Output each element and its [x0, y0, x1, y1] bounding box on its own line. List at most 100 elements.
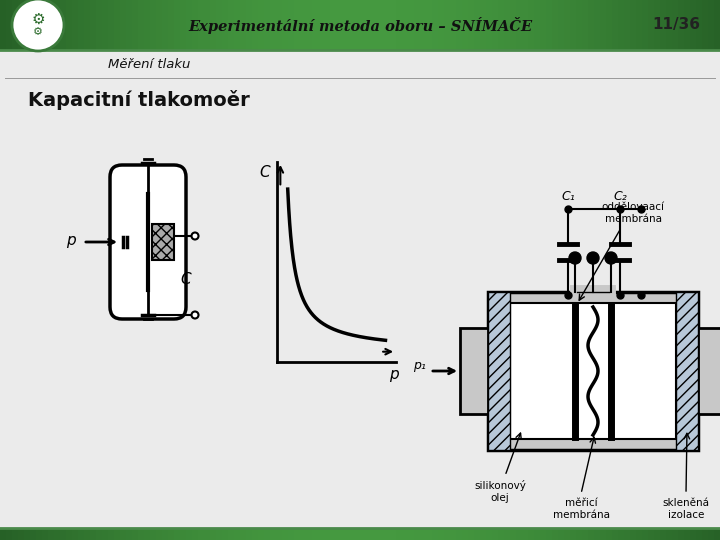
Bar: [642, 0, 649, 50]
Bar: [492, 528, 499, 540]
Bar: [216, 528, 223, 540]
Bar: [486, 528, 493, 540]
Bar: [252, 0, 259, 50]
Bar: [108, 0, 115, 50]
Bar: [120, 528, 127, 540]
Text: p₁: p₁: [413, 360, 426, 373]
Bar: [180, 0, 187, 50]
Bar: [264, 528, 271, 540]
Bar: [192, 0, 199, 50]
Bar: [462, 528, 469, 540]
Bar: [152, 224, 174, 260]
Bar: [456, 528, 463, 540]
Bar: [30, 528, 37, 540]
Bar: [684, 528, 691, 540]
Bar: [354, 528, 361, 540]
Bar: [444, 0, 451, 50]
Bar: [222, 0, 229, 50]
Bar: [636, 0, 643, 50]
Text: ⚙: ⚙: [33, 27, 43, 37]
Bar: [672, 528, 679, 540]
Bar: [600, 0, 607, 50]
Text: C: C: [259, 165, 270, 180]
Bar: [666, 528, 673, 540]
Bar: [600, 528, 607, 540]
Bar: [612, 528, 619, 540]
Bar: [48, 528, 55, 540]
Bar: [24, 528, 31, 540]
Bar: [714, 528, 720, 540]
Bar: [426, 528, 433, 540]
Bar: [162, 528, 169, 540]
Bar: [624, 0, 631, 50]
Text: silikonový
olej: silikonový olej: [474, 480, 526, 503]
Bar: [330, 528, 337, 540]
Bar: [114, 528, 121, 540]
Bar: [480, 0, 487, 50]
Bar: [702, 0, 709, 50]
Bar: [474, 0, 481, 50]
Bar: [258, 528, 265, 540]
Bar: [552, 0, 559, 50]
Bar: [228, 528, 235, 540]
Bar: [486, 0, 493, 50]
Bar: [630, 528, 637, 540]
Bar: [672, 0, 679, 50]
Bar: [282, 0, 289, 50]
Bar: [294, 0, 301, 50]
Bar: [186, 528, 193, 540]
Bar: [18, 0, 25, 50]
Bar: [528, 528, 535, 540]
Bar: [690, 0, 697, 50]
Bar: [460, 328, 488, 414]
Bar: [666, 0, 673, 50]
Bar: [300, 528, 307, 540]
Bar: [504, 0, 511, 50]
Bar: [258, 0, 265, 50]
Bar: [594, 0, 601, 50]
Bar: [390, 0, 397, 50]
Bar: [84, 0, 91, 50]
Bar: [60, 0, 67, 50]
Bar: [474, 528, 481, 540]
Bar: [48, 0, 55, 50]
Bar: [408, 528, 415, 540]
Bar: [564, 0, 571, 50]
Bar: [66, 0, 73, 50]
Bar: [132, 0, 139, 50]
Circle shape: [569, 252, 581, 264]
Bar: [480, 528, 487, 540]
Bar: [378, 528, 385, 540]
Bar: [186, 0, 193, 50]
Bar: [132, 528, 139, 540]
Bar: [288, 0, 295, 50]
Bar: [420, 0, 427, 50]
Bar: [234, 0, 241, 50]
Bar: [522, 528, 529, 540]
Bar: [588, 528, 595, 540]
Circle shape: [12, 0, 64, 51]
Bar: [690, 528, 697, 540]
Text: oddělovaací
membrána: oddělovaací membrána: [601, 201, 665, 224]
Bar: [222, 528, 229, 540]
Bar: [342, 0, 349, 50]
Bar: [378, 0, 385, 50]
Bar: [336, 0, 343, 50]
Bar: [660, 0, 667, 50]
Bar: [564, 528, 571, 540]
Bar: [618, 0, 625, 50]
Bar: [450, 528, 457, 540]
Bar: [420, 528, 427, 540]
Bar: [120, 0, 127, 50]
Bar: [246, 0, 253, 50]
Bar: [174, 528, 181, 540]
Bar: [714, 0, 720, 50]
Bar: [624, 528, 631, 540]
Bar: [546, 0, 553, 50]
Bar: [318, 0, 325, 50]
Circle shape: [192, 312, 199, 319]
Text: Kapacitní tlakomoěr: Kapacitní tlakomoěr: [28, 90, 250, 110]
Text: 11/36: 11/36: [652, 17, 700, 32]
Bar: [138, 0, 145, 50]
Bar: [270, 0, 277, 50]
